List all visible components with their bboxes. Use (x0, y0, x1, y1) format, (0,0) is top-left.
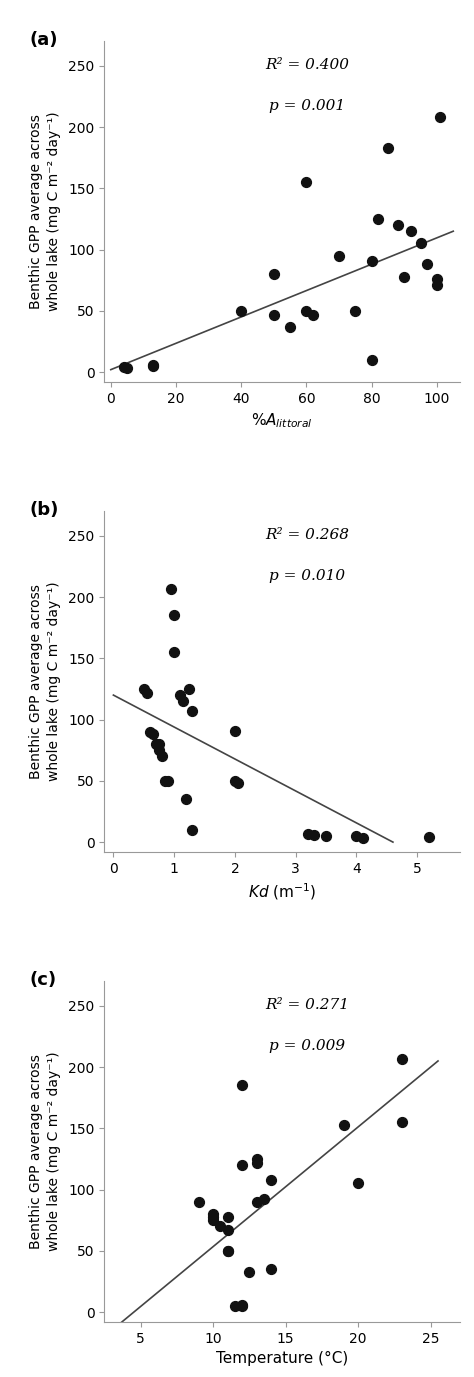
Point (152, 733, 160, 755)
Point (384, 136, 392, 158)
Y-axis label: Benthic GPP average across
whole lake (mg C m⁻² day⁻¹): Benthic GPP average across whole lake (m… (29, 582, 61, 781)
Point (149, 354, 157, 376)
Point (231, 720, 239, 742)
Point (224, 1205, 231, 1227)
Point (123, 358, 131, 380)
Y-axis label: Benthic GPP average across
whole lake (mg C m⁻² day⁻¹): Benthic GPP average across whole lake (m… (29, 112, 61, 311)
Point (253, 1148, 260, 1170)
Text: (b): (b) (29, 501, 59, 519)
Text: p = 0.010: p = 0.010 (269, 569, 345, 584)
Point (161, 770, 169, 792)
Point (433, 269, 441, 291)
Point (167, 577, 175, 599)
Text: (c): (c) (29, 971, 57, 989)
Point (398, 1048, 406, 1070)
Point (238, 1074, 246, 1096)
Point (407, 220, 415, 242)
Point (433, 274, 441, 296)
Point (224, 1239, 231, 1261)
Point (238, 1154, 246, 1176)
Point (253, 1151, 260, 1173)
Point (426, 826, 433, 848)
Point (231, 770, 239, 792)
Point (374, 208, 382, 230)
Point (164, 770, 172, 792)
Point (140, 677, 147, 700)
Point (210, 1205, 217, 1227)
Point (401, 266, 408, 288)
Point (195, 1191, 202, 1213)
Point (170, 605, 178, 627)
Text: R² = 0.400: R² = 0.400 (265, 58, 349, 73)
Point (267, 1259, 275, 1281)
Text: (a): (a) (29, 32, 58, 50)
Point (359, 828, 366, 850)
Point (158, 745, 166, 767)
X-axis label: Temperature (°C): Temperature (°C) (216, 1351, 348, 1366)
Point (180, 690, 187, 712)
Point (353, 825, 360, 847)
Text: R² = 0.271: R² = 0.271 (265, 998, 349, 1012)
Point (398, 1111, 406, 1133)
Point (303, 300, 310, 322)
Point (143, 682, 151, 704)
Point (355, 1172, 362, 1194)
Point (155, 739, 163, 761)
Point (260, 1188, 268, 1210)
Point (217, 1216, 224, 1238)
Point (423, 253, 431, 275)
Point (352, 300, 359, 322)
Point (394, 213, 401, 235)
Point (210, 1203, 217, 1226)
Point (182, 788, 190, 810)
Point (304, 822, 311, 844)
Text: R² = 0.268: R² = 0.268 (265, 529, 349, 543)
Point (224, 1219, 231, 1241)
Point (437, 106, 444, 128)
Point (189, 700, 196, 722)
Point (155, 733, 163, 755)
Point (303, 171, 310, 193)
Point (210, 1209, 217, 1231)
Text: p = 0.001: p = 0.001 (269, 99, 345, 113)
Point (368, 348, 375, 370)
Point (120, 357, 128, 379)
Point (149, 723, 157, 745)
Point (340, 1114, 347, 1136)
Point (231, 1294, 239, 1316)
Point (270, 263, 278, 285)
Point (267, 1169, 275, 1191)
Point (309, 303, 317, 325)
Point (170, 642, 178, 664)
Point (146, 720, 154, 742)
Text: p = 0.009: p = 0.009 (269, 1040, 345, 1053)
Point (368, 249, 375, 271)
Point (335, 245, 343, 267)
Point (253, 1191, 260, 1213)
Point (176, 684, 184, 706)
Y-axis label: Benthic GPP average across
whole lake (mg C m⁻² day⁻¹): Benthic GPP average across whole lake (m… (29, 1052, 61, 1252)
Point (234, 772, 242, 795)
Point (286, 315, 294, 337)
Point (417, 233, 424, 255)
X-axis label: $\%A_\mathit{littoral}$: $\%A_\mathit{littoral}$ (251, 412, 313, 430)
Point (310, 823, 318, 845)
Point (322, 825, 330, 847)
X-axis label: $\mathit{Kd}$ (m$^{-1}$): $\mathit{Kd}$ (m$^{-1}$) (248, 881, 316, 902)
Point (238, 1294, 246, 1316)
Point (189, 819, 196, 841)
Point (270, 303, 278, 325)
Point (246, 1261, 253, 1283)
Point (237, 300, 245, 322)
Point (238, 1294, 246, 1316)
Point (185, 677, 193, 700)
Point (149, 355, 157, 377)
Point (224, 1239, 231, 1261)
